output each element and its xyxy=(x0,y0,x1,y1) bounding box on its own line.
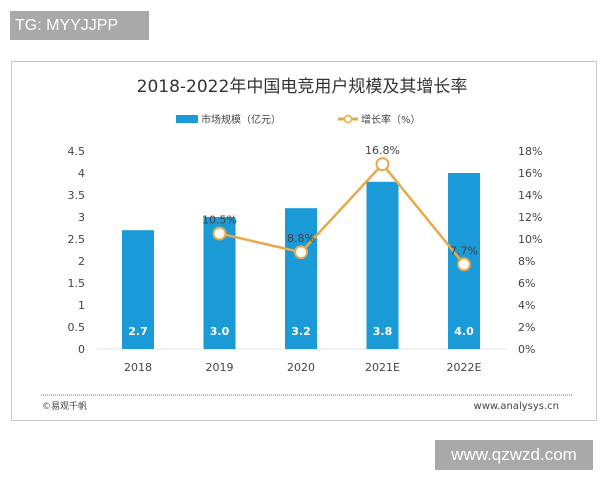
line-data-label: 10.5% xyxy=(202,214,237,227)
y-left-tick-label: 1 xyxy=(78,299,85,312)
legend-line-label: 增长率（%） xyxy=(361,113,421,126)
y-left-tick-label: 4 xyxy=(78,167,85,180)
footer-source: ©易观千帆 xyxy=(42,400,87,412)
x-tick-label: 2020 xyxy=(287,361,315,374)
line-data-label: 16.8% xyxy=(365,144,400,157)
y-right-tick-label: 14% xyxy=(518,189,542,202)
bar xyxy=(122,230,154,349)
y-right-tick-label: 8% xyxy=(518,255,535,268)
bar-data-label: 3.0 xyxy=(210,325,230,338)
x-tick-label: 2018 xyxy=(124,361,152,374)
bar-data-label: 2.7 xyxy=(128,325,148,338)
y-right-tick-label: 0% xyxy=(518,343,535,356)
growth-point xyxy=(375,157,390,172)
site-tag: www.qzwzd.com xyxy=(435,440,593,470)
x-tick-label: 2022E xyxy=(447,361,482,374)
y-right-tick-label: 10% xyxy=(518,233,542,246)
y-right-tick-label: 2% xyxy=(518,321,535,334)
y-right-tick-label: 12% xyxy=(518,211,542,224)
bar xyxy=(366,181,399,349)
y-right-tick-label: 18% xyxy=(518,145,542,158)
footer-url: www.analysys.cn xyxy=(474,401,559,412)
x-tick-label: 2021E xyxy=(365,361,400,374)
growth-line xyxy=(219,162,465,266)
line-data-label: 8.8% xyxy=(287,232,315,245)
y-left-tick-label: 3.5 xyxy=(68,189,86,202)
y-left-tick-label: 4.5 xyxy=(68,145,86,158)
line-data-label: 7.7% xyxy=(450,244,478,257)
y-left-tick-label: 0 xyxy=(78,343,85,356)
chart-card xyxy=(11,61,597,421)
y-right-tick-label: 16% xyxy=(518,167,542,180)
legend-bar-label: 市场规模（亿元） xyxy=(201,113,281,126)
bar-data-label: 4.0 xyxy=(454,325,474,338)
growth-point xyxy=(212,226,227,241)
bar-data-label: 3.8 xyxy=(373,325,393,338)
bar-data-label: 3.2 xyxy=(291,325,311,338)
growth-point xyxy=(294,245,308,260)
x-tick-label: 2019 xyxy=(206,361,234,374)
y-left-tick-label: 1.5 xyxy=(68,277,86,290)
y-left-tick-label: 2 xyxy=(78,255,85,268)
chart-title: 2018-2022年中国电竞用户规模及其增长率 xyxy=(137,77,468,97)
y-right-tick-label: 6% xyxy=(518,277,535,290)
legend-line-marker xyxy=(343,114,353,124)
y-left-tick-label: 0.5 xyxy=(68,321,86,334)
legend-bar-swatch xyxy=(176,115,198,123)
y-left-tick-label: 2.5 xyxy=(68,233,86,246)
growth-point xyxy=(457,257,471,272)
watermark-tag: TG: MYYJJPP xyxy=(10,11,149,40)
y-left-tick-label: 3 xyxy=(78,211,85,224)
bar xyxy=(285,208,317,349)
y-right-tick-label: 4% xyxy=(518,299,535,312)
